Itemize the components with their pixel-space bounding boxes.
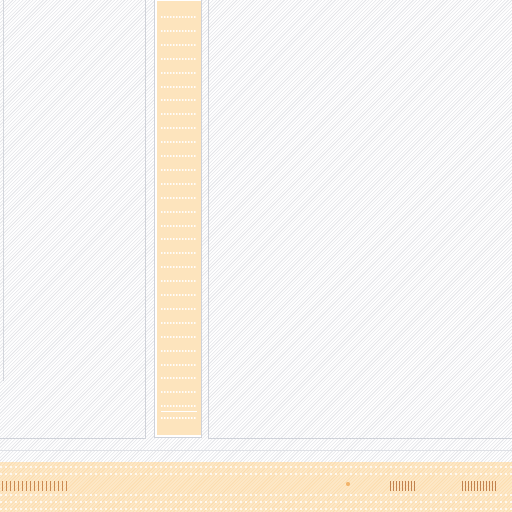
list-item[interactable]	[161, 58, 197, 60]
taskbar	[0, 462, 512, 512]
taskbar-row	[0, 501, 512, 503]
list-item[interactable]	[161, 336, 197, 338]
list-item[interactable]	[161, 72, 197, 74]
taskbar-row	[0, 466, 512, 468]
list-item[interactable]	[161, 391, 197, 393]
list-item[interactable]	[161, 211, 197, 213]
list-item[interactable]	[161, 322, 197, 324]
list-item[interactable]	[161, 113, 197, 115]
list-item[interactable]	[161, 280, 197, 282]
list-item[interactable]	[161, 141, 197, 143]
list-item[interactable]	[161, 252, 197, 254]
list-item[interactable]	[161, 238, 197, 240]
status-dot-icon	[346, 482, 350, 486]
list-strip[interactable]	[157, 1, 201, 435]
list-item[interactable]	[161, 364, 197, 366]
list-item[interactable]	[161, 155, 197, 157]
list-footer	[161, 411, 197, 424]
list-item[interactable]	[161, 183, 197, 185]
list-item[interactable]	[161, 225, 197, 227]
taskbar-row	[0, 494, 512, 496]
list-item[interactable]	[161, 16, 197, 18]
list-column[interactable]	[154, 0, 202, 438]
list-item[interactable]	[161, 350, 197, 352]
list-item[interactable]	[161, 127, 197, 129]
list-item[interactable]	[161, 377, 197, 379]
taskbar-row	[0, 508, 512, 510]
list-item[interactable]	[161, 86, 197, 88]
divider	[0, 450, 512, 451]
list-item[interactable]	[161, 405, 197, 407]
taskbar-row	[0, 473, 512, 475]
clock-icon[interactable]	[462, 481, 498, 491]
list-item[interactable]	[161, 197, 197, 199]
start-icon-group[interactable]	[2, 481, 70, 491]
list-item[interactable]	[161, 30, 197, 32]
list-item[interactable]	[161, 308, 197, 310]
list-item[interactable]	[161, 266, 197, 268]
list-item[interactable]	[161, 44, 197, 46]
list-item[interactable]	[161, 294, 197, 296]
left-panel	[0, 0, 146, 439]
left-panel-edge	[3, 0, 4, 381]
list-item[interactable]	[161, 99, 197, 101]
tray-icon-group[interactable]	[390, 481, 416, 491]
right-panel	[208, 0, 512, 439]
list-item[interactable]	[161, 169, 197, 171]
